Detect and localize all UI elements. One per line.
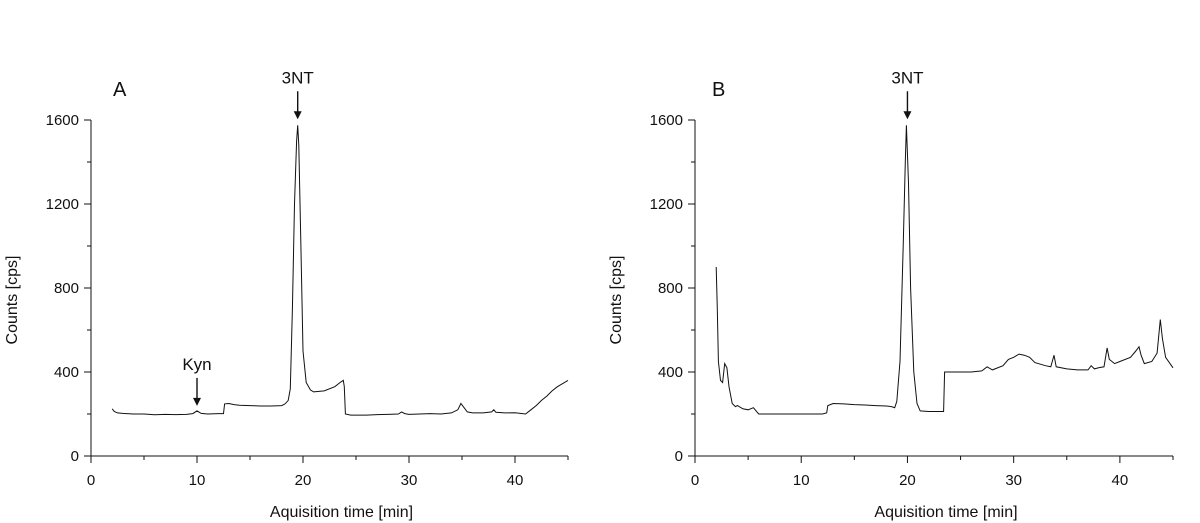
panel-b-y-axis-label: Counts [cps] — [608, 256, 625, 345]
y-tick-label: 0 — [71, 448, 79, 465]
panel-b-annotations: 3NT — [891, 68, 924, 120]
y-tick-label: 1200 — [650, 196, 683, 213]
panel-a-letter: A — [113, 79, 127, 101]
panel-b-series-line — [715, 125, 1174, 415]
x-tick-label: 30 — [1005, 472, 1022, 489]
annotation-arrow-head — [903, 111, 912, 120]
x-tick-label: 20 — [899, 472, 916, 489]
x-tick-label: 40 — [1112, 472, 1129, 489]
x-tick-label: 0 — [87, 472, 95, 489]
x-tick-label: 10 — [189, 472, 206, 489]
y-tick-label: 800 — [54, 280, 79, 297]
y-tick-label: 800 — [658, 280, 683, 297]
annotation-arrow-head — [293, 111, 302, 120]
panel-a-y-axis-label: Counts [cps] — [4, 256, 21, 345]
y-tick-label: 1600 — [46, 112, 79, 129]
x-tick-label: 0 — [691, 472, 699, 489]
panel-b-letter: B — [712, 79, 725, 101]
x-tick-label: 40 — [507, 472, 524, 489]
y-tick-label: 1200 — [46, 196, 79, 213]
panel-a-x-axis-label: Aquisition time [min] — [270, 504, 413, 521]
annotation-label: 3NT — [891, 68, 923, 87]
annotation-label: Kyn — [182, 355, 211, 374]
annotation-label: 3NT — [282, 68, 314, 87]
panel-b-x-axis-label: Aquisition time [min] — [874, 504, 1017, 521]
y-tick-label: 0 — [675, 448, 683, 465]
panel-a-annotations: Kyn 3NT — [182, 68, 314, 406]
y-tick-label: 400 — [54, 364, 79, 381]
x-tick-label: 30 — [401, 472, 418, 489]
x-tick-label: 20 — [295, 472, 312, 489]
y-tick-label: 400 — [658, 364, 683, 381]
x-tick-label: 10 — [793, 472, 810, 489]
y-tick-label: 1600 — [650, 112, 683, 129]
annotation-arrow-head — [193, 397, 201, 406]
panel-a-series-line — [111, 125, 569, 416]
